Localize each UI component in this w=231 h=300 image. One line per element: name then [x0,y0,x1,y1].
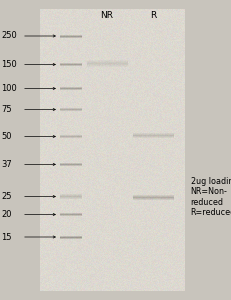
Text: 2ug loading
NR=Non-
reduced
R=reduced: 2ug loading NR=Non- reduced R=reduced [191,177,231,217]
Text: 15: 15 [1,232,12,242]
Text: 100: 100 [1,84,17,93]
Text: 150: 150 [1,60,17,69]
Text: 75: 75 [1,105,12,114]
Text: 20: 20 [1,210,12,219]
Text: 25: 25 [1,192,12,201]
Text: R: R [150,11,157,20]
Text: 250: 250 [1,32,17,40]
Text: NR: NR [100,11,113,20]
Text: 50: 50 [1,132,12,141]
Text: 37: 37 [1,160,12,169]
